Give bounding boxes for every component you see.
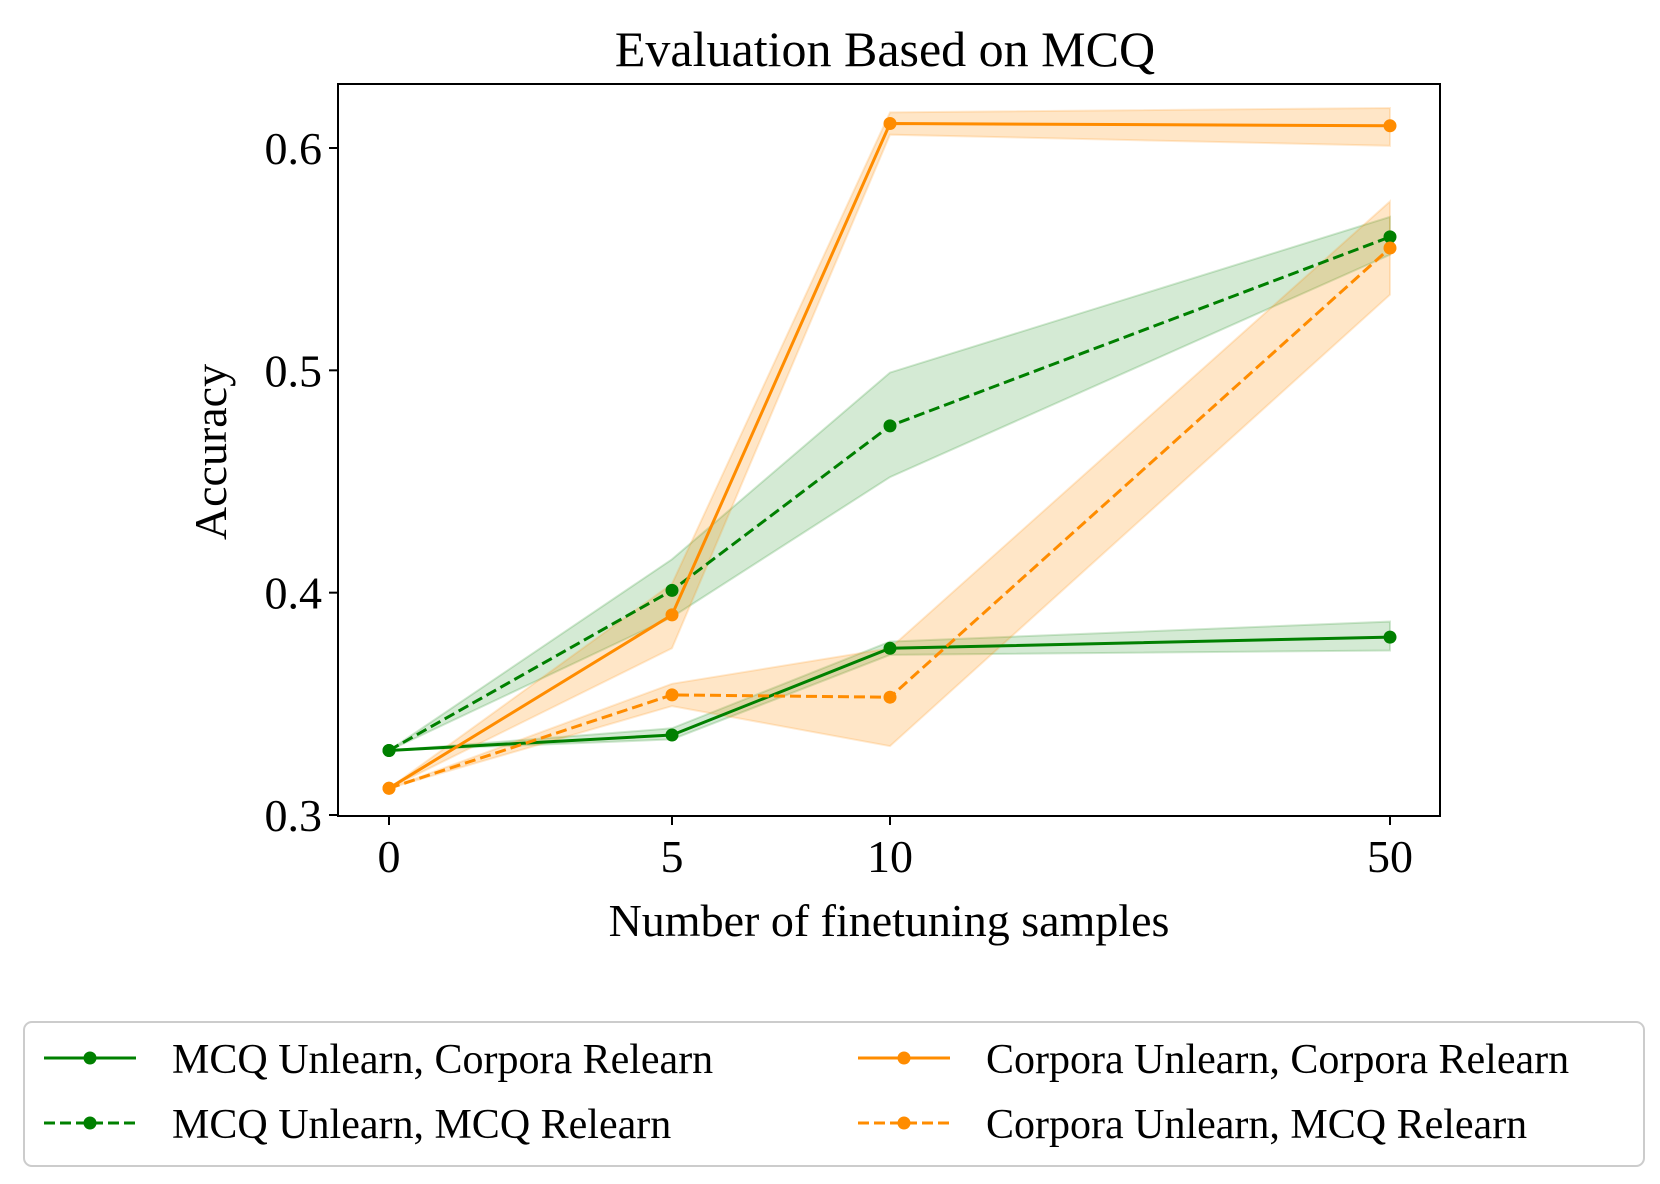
- legend-marker-2: [83, 1116, 97, 1130]
- point-series-2-0: [382, 744, 396, 757]
- legend: MCQ Unlearn, Corpora Relearn MCQ Unlearn,…: [44, 1037, 1569, 1148]
- legend-label-1: MCQ Unlearn, Corpora Relearn: [172, 1037, 713, 1083]
- point-series-4-10: [883, 690, 897, 704]
- legend-marker-4: [897, 1116, 911, 1130]
- chart-title: Evaluation Based on MCQ: [615, 21, 1155, 77]
- x-axis-ticks: 0 5 10 50: [378, 816, 1413, 882]
- point-series-2-10: [883, 419, 897, 433]
- x-axis-label: Number of finetuning samples: [609, 895, 1170, 946]
- x-tick-label: 5: [661, 831, 684, 882]
- confidence-bands: [388, 106, 1391, 790]
- point-series-1-50: [1383, 630, 1397, 644]
- series-points: [382, 117, 1397, 795]
- legend-label-3: Corpora Unlearn, Corpora Relearn: [986, 1037, 1569, 1083]
- point-series-3-5: [665, 608, 679, 622]
- point-series-1-10: [883, 641, 897, 655]
- legend-box: [23, 1021, 1645, 1167]
- point-series-3-10: [883, 117, 897, 130]
- x-tick-label: 50: [1367, 831, 1413, 882]
- point-series-3-50: [1383, 119, 1397, 133]
- y-tick-label: 0.6: [265, 123, 323, 174]
- point-series-1-5: [665, 728, 679, 742]
- y-tick-label: 0.5: [265, 345, 323, 396]
- line-series-4: [388, 246, 1392, 790]
- line-series-3: [388, 121, 1391, 790]
- point-series-4-5: [665, 688, 679, 702]
- legend-label-4: Corpora Unlearn, MCQ Relearn: [986, 1102, 1527, 1148]
- y-tick-label: 0.3: [265, 790, 323, 841]
- point-series-4-50: [1383, 241, 1397, 255]
- x-tick-label: 10: [867, 831, 913, 882]
- legend-marker-3: [897, 1051, 911, 1065]
- series-lines: [388, 121, 1392, 790]
- y-axis-label: Accuracy: [185, 364, 236, 540]
- line-series-2: [388, 235, 1391, 752]
- point-series-4-0: [382, 781, 396, 795]
- y-axis-ticks: 0.3 0.4 0.5 0.6: [265, 123, 338, 841]
- point-series-2-50: [1383, 230, 1397, 244]
- point-series-2-5: [665, 583, 679, 597]
- y-tick-label: 0.4: [265, 568, 323, 619]
- x-tick-label: 0: [378, 831, 401, 882]
- legend-label-2: MCQ Unlearn, MCQ Relearn: [172, 1102, 671, 1148]
- legend-marker-1: [83, 1051, 97, 1065]
